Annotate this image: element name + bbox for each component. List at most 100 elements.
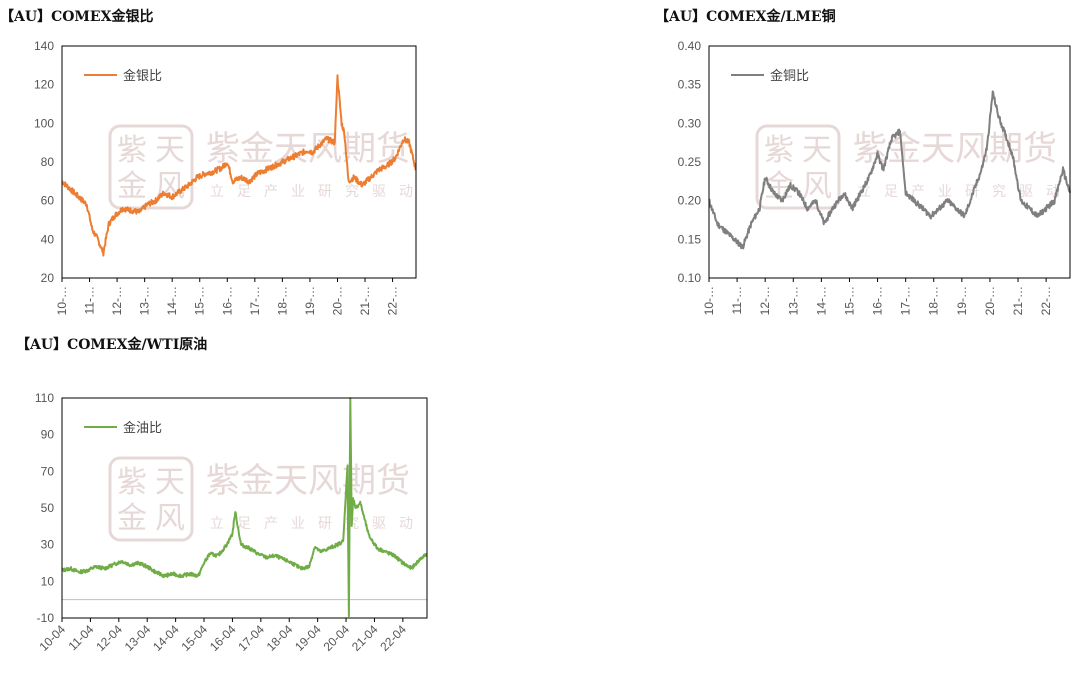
y-tick-label: -10	[37, 611, 55, 625]
watermark-logo-char: 天	[155, 465, 185, 500]
x-tick-label: 11-…	[83, 286, 97, 314]
chart-title-gold-oil: 【AU】COMEX金/WTI原油	[16, 337, 208, 353]
y-tick-label: 0.15	[678, 232, 702, 246]
watermark-slogan-char: 驱	[372, 184, 386, 200]
watermark-slogan-char: 立	[210, 516, 224, 532]
y-tick-label: 0.35	[678, 78, 702, 92]
watermark-slogan-char: 动	[399, 184, 413, 200]
x-tick-label: 20-…	[330, 286, 344, 315]
y-tick-label: 0.25	[678, 155, 702, 169]
watermark-slogan-char: 产	[911, 184, 925, 200]
x-tick-label: 20-04	[321, 622, 353, 654]
x-tick-label: 15-…	[193, 286, 207, 315]
y-tick-label: 0.30	[678, 116, 702, 130]
x-tick-label: 12-…	[110, 286, 124, 315]
x-tick-label: 11-…	[730, 286, 744, 314]
y-tick-label: 80	[41, 155, 55, 169]
legend: 金铜比	[731, 68, 809, 84]
y-tick-label: 0.10	[678, 271, 702, 285]
x-tick-label: 13-04	[122, 622, 154, 654]
x-tick-label: 17-…	[899, 286, 913, 315]
y-tick-label: 70	[41, 464, 55, 478]
legend: 金银比	[84, 68, 162, 84]
watermark-slogan-char: 业	[291, 184, 305, 200]
watermark-logo-char: 天	[155, 133, 185, 168]
y-tick-label: 0.40	[678, 39, 702, 53]
watermark-name: 紫金天风期货	[206, 129, 410, 169]
x-tick-label: 16-…	[871, 286, 885, 315]
watermark-logo: 紫天金 风紫金天风期货立足产业研究驱动	[108, 124, 413, 210]
watermark-slogan-char: 立	[210, 184, 224, 200]
watermark-name: 紫金天风期货	[853, 129, 1057, 169]
watermark-slogan-char: 足	[884, 184, 898, 200]
x-tick-label: 19-…	[303, 286, 317, 315]
watermark-logo-char: 金	[117, 501, 147, 536]
x-tick-label: 22-04	[377, 622, 409, 654]
legend-label: 金铜比	[770, 68, 809, 84]
watermark-logo-char: 紫	[117, 133, 147, 168]
plot-frame	[61, 397, 428, 619]
watermark-slogan-char: 驱	[372, 516, 386, 532]
series-line	[61, 397, 428, 618]
x-tick-label: 15-04	[179, 622, 211, 654]
watermark-logo-char: 金	[117, 169, 147, 204]
chart-title-gold-silver: 【AU】COMEX金银比	[0, 9, 154, 25]
x-tick-label: 10-…	[55, 286, 69, 315]
legend-label: 金银比	[123, 68, 162, 84]
x-tick-label: 12-04	[93, 622, 125, 654]
watermark-logo-char: 紫	[117, 465, 147, 500]
x-tick-label: 13-…	[786, 286, 800, 315]
legend-label: 金油比	[123, 420, 162, 436]
watermark-slogan-char: 驱	[1019, 184, 1033, 200]
x-tick-label: 17-…	[248, 286, 262, 315]
plot-frame	[61, 45, 417, 279]
watermark-logo-frame	[108, 456, 194, 542]
watermark-logo: 紫天金 风紫金天风期货立足产业研究驱动	[755, 124, 1060, 210]
x-tick-label: 14-…	[165, 286, 179, 315]
watermark-slogan-char: 动	[399, 516, 413, 532]
watermark-slogan-char: 研	[318, 184, 332, 200]
watermark-slogan-char: 足	[237, 184, 251, 200]
y-tick-label: 30	[41, 538, 55, 552]
x-tick-label: 16-04	[207, 622, 239, 654]
y-tick-label: 10	[41, 574, 55, 588]
watermark-logo-char: 风	[802, 169, 832, 204]
plot-frame	[708, 45, 1071, 279]
x-tick-label: 21-04	[349, 622, 381, 654]
x-tick-label: 17-04	[235, 622, 267, 654]
watermark-logo: 紫天金 风紫金天风期货立足产业研究驱动	[108, 456, 413, 542]
y-tick-label: 20	[41, 271, 55, 285]
watermark-name: 紫金天风期货	[206, 461, 410, 501]
watermark-slogan-char: 足	[237, 516, 251, 532]
x-tick-label: 16-…	[220, 286, 234, 315]
y-tick-label: 0.20	[678, 194, 702, 208]
y-tick-label: 100	[34, 116, 54, 130]
x-tick-label: 21-…	[1011, 286, 1025, 315]
watermark-logo-frame	[755, 124, 841, 210]
x-tick-label: 21-…	[358, 286, 372, 315]
y-tick-label: 120	[34, 78, 54, 92]
x-tick-label: 10-04	[37, 622, 69, 654]
y-tick-label: 140	[34, 39, 54, 53]
watermark-slogan-char: 业	[291, 516, 305, 532]
chart-title-gold-copper: 【AU】COMEX金/LME铜	[655, 9, 836, 25]
x-tick-label: 19-…	[955, 286, 969, 315]
series-line	[708, 90, 1071, 250]
watermark-slogan-char: 究	[992, 184, 1006, 200]
x-tick-label: 19-04	[292, 622, 324, 654]
watermark-logo-char: 风	[155, 501, 185, 536]
watermark-slogan-char: 产	[264, 184, 278, 200]
x-tick-label: 12-…	[758, 286, 772, 315]
watermark-logo-frame	[108, 124, 194, 210]
y-tick-label: 110	[35, 391, 54, 405]
watermark-slogan-char: 研	[318, 516, 332, 532]
x-tick-label: 13-…	[138, 286, 152, 315]
x-tick-label: 22-…	[1039, 286, 1053, 315]
watermark-slogan-char: 究	[345, 184, 359, 200]
x-tick-label: 14-…	[814, 286, 828, 315]
y-tick-label: 90	[41, 428, 55, 442]
x-tick-label: 11-04	[66, 622, 97, 653]
